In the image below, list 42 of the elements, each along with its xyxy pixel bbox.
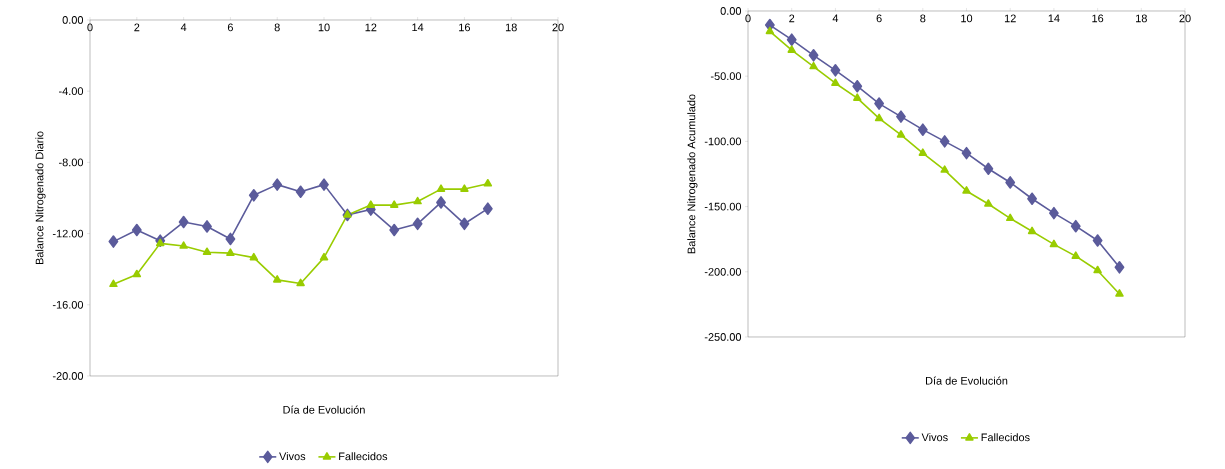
- x-tick-label: 14: [1048, 14, 1060, 23]
- y-tick-label: 0.00: [720, 7, 742, 15]
- y-tick-label: -20.00: [52, 372, 84, 380]
- x-tick-label: 16: [1092, 14, 1104, 23]
- y-tick-label: -150.00: [704, 202, 742, 211]
- legend-label: Vivos: [921, 433, 948, 442]
- x-tick-label: 2: [134, 23, 140, 32]
- y-axis-title: Balance Nitrogenado Diario: [35, 131, 46, 265]
- x-tick-label: 18: [505, 23, 517, 32]
- y-tick-label: -50.00: [710, 72, 742, 81]
- x-tick-label: 6: [227, 23, 233, 32]
- x-tick-label: 10: [318, 23, 330, 32]
- x-tick-label: 12: [1004, 14, 1016, 23]
- x-tick-label: 6: [876, 14, 882, 23]
- x-tick-label: 8: [274, 23, 280, 32]
- legend-label: Fallecidos: [981, 433, 1030, 442]
- y-tick-label: 0.00: [62, 16, 84, 24]
- x-tick-label: 10: [961, 14, 973, 23]
- x-tick-label: 0: [87, 23, 93, 32]
- legend-label: Vivos: [279, 452, 306, 461]
- y-tick-label: -250.00: [704, 333, 742, 341]
- y-tick-label: -100.00: [704, 137, 742, 146]
- y-axis-title: Balance Nitrogenado Acumulado: [687, 94, 698, 254]
- x-tick-label: 20: [552, 23, 564, 32]
- x-axis-title: Día de Evolución: [283, 405, 365, 414]
- x-tick-label: 12: [365, 23, 377, 32]
- y-tick-label: -8.00: [59, 158, 84, 167]
- y-tick-label: -200.00: [704, 267, 742, 276]
- x-tick-label: 14: [412, 23, 424, 32]
- x-tick-label: 0: [745, 14, 751, 23]
- x-tick-label: 20: [1179, 14, 1191, 23]
- x-tick-label: 4: [832, 14, 839, 23]
- x-tick-label: 2: [789, 14, 795, 23]
- y-tick-label: -4.00: [59, 87, 84, 96]
- y-tick-label: -16.00: [52, 300, 84, 309]
- x-axis-title: Día de Evolución: [925, 376, 1008, 385]
- y-tick-label: -12.00: [52, 229, 84, 238]
- x-tick-label: 18: [1136, 14, 1147, 23]
- x-tick-label: 16: [459, 23, 471, 32]
- x-tick-label: 4: [180, 23, 187, 32]
- legend-label: Fallecidos: [339, 452, 388, 461]
- x-tick-label: 8: [920, 14, 926, 23]
